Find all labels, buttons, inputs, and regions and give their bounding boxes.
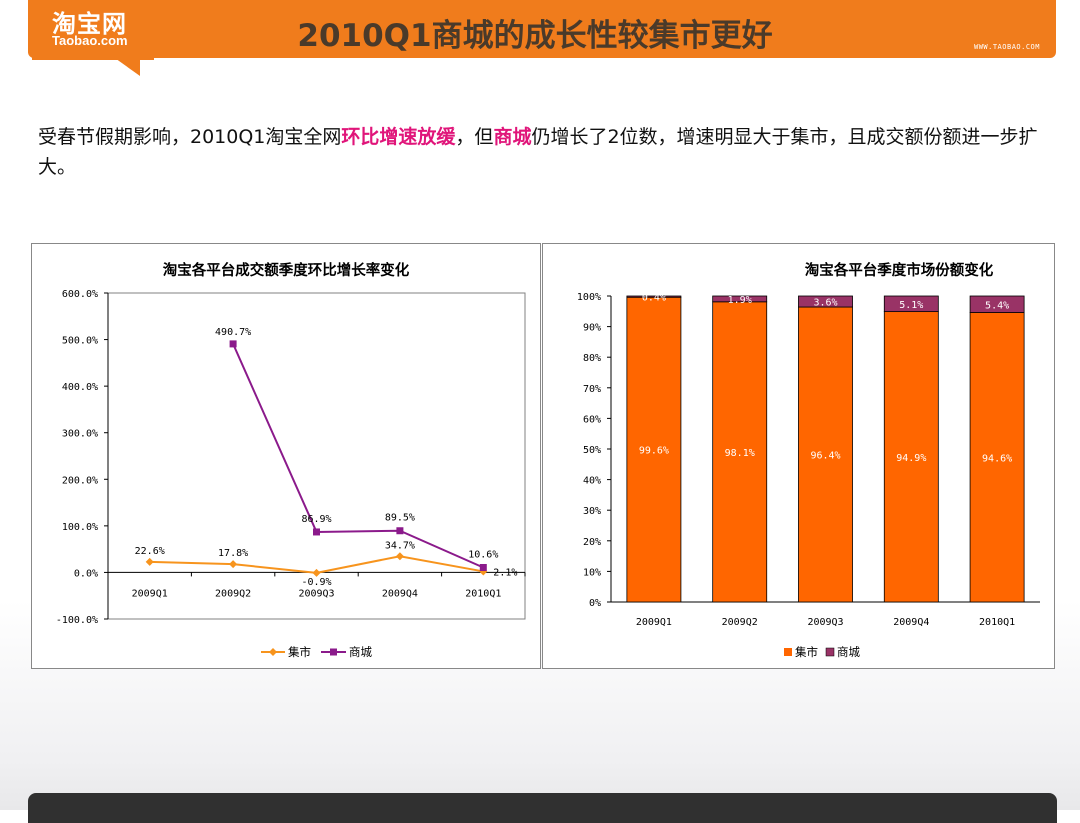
intro-paragraph: 受春节假期影响，2010Q1淘宝全网环比增速放缓，但商城仍增长了2位数，增速明显… xyxy=(38,122,1058,182)
share-x-tick-label: 2009Q3 xyxy=(807,617,843,628)
growth-x-tick-label: 2009Q3 xyxy=(298,588,334,599)
growth-point-jishi xyxy=(312,568,321,577)
intro-text-1: 受春节假期影响，2010Q1淘宝全网 xyxy=(38,126,342,148)
legend-label-shangcheng: 商城 xyxy=(837,645,860,659)
growth-point-shangcheng xyxy=(396,527,404,535)
share-bar-shangcheng xyxy=(883,295,939,313)
growth-data-label: 17.8% xyxy=(218,548,248,559)
share-x-tick-label: 2009Q4 xyxy=(893,617,929,628)
intro-highlight-mall: 商城 xyxy=(493,126,532,148)
growth-data-label: 86.9% xyxy=(301,514,331,525)
growth-data-label: 89.5% xyxy=(385,513,415,524)
share-data-label-shangcheng: 5.1% xyxy=(899,300,923,311)
share-data-label-shangcheng: 3.6% xyxy=(813,298,837,309)
legend-label-shangcheng: 商城 xyxy=(349,645,372,659)
share-x-tick-label: 2009Q2 xyxy=(722,617,758,628)
growth-y-tick-label: 100.0% xyxy=(62,522,98,533)
intro-highlight-slowdown: 环比增速放缓 xyxy=(341,126,456,148)
share-bar-jishi xyxy=(712,301,768,603)
share-bar-shangcheng xyxy=(969,295,1025,313)
logo-bubble-tail xyxy=(112,56,140,76)
legend-marker-shangcheng xyxy=(330,648,337,656)
growth-y-tick-label: 500.0% xyxy=(62,336,98,347)
share-bar-chart: 淘宝各平台季度市场份额变化 0% 10% 20% 30% 40% 50% 60% 70% 80% 9… xyxy=(577,261,1040,659)
slide-title: 2010Q1商城的成长性较集市更好 xyxy=(297,18,773,54)
growth-point-jishi xyxy=(395,552,404,561)
legend-swatch-shangcheng xyxy=(825,647,835,657)
share-x-tick-label: 2009Q1 xyxy=(636,617,672,628)
share-bar-jishi xyxy=(626,296,682,603)
growth-x-tick-label: 2009Q2 xyxy=(215,588,251,599)
growth-data-label: 22.6% xyxy=(135,546,165,557)
growth-series-line-shangcheng xyxy=(232,343,484,569)
logo-bubble xyxy=(32,0,154,60)
growth-x-tick-label: 2009Q4 xyxy=(382,588,418,599)
legend-marker-jishi xyxy=(269,648,277,656)
growth-x-tick-label: 2009Q1 xyxy=(132,588,168,599)
intro-text-3: 仍增长了2位数，增速明显大于集市，且成交额份额进一步扩大。 xyxy=(38,126,1038,178)
growth-plot-area xyxy=(107,292,526,620)
share-data-label-jishi: 94.6% xyxy=(982,453,1012,464)
share-bar-jishi xyxy=(969,312,1025,603)
share-bar-shangcheng xyxy=(626,295,682,298)
share-data-label-jishi: 96.4% xyxy=(810,451,840,462)
share-y-tick-label: 100% xyxy=(577,292,601,303)
share-data-label-jishi: 98.1% xyxy=(725,448,755,459)
share-chart-panel: 淘宝各平台季度市场份额变化 0% 10% 20% 30% 40% 50% 60% 70% 80% 9… xyxy=(542,243,1055,669)
share-data-label-jishi: 94.9% xyxy=(896,453,926,464)
growth-y-tick-label: 200.0% xyxy=(62,475,98,486)
site-url: WWW.TAOBAO.COM xyxy=(973,43,1040,51)
header-bar xyxy=(28,0,1056,58)
growth-point-shangcheng xyxy=(229,340,237,348)
growth-data-label: 490.7% xyxy=(215,327,251,338)
share-bar-shangcheng xyxy=(798,295,853,308)
footer-bar xyxy=(28,793,1057,823)
share-data-label-shangcheng: 1.9% xyxy=(728,295,752,306)
share-y-tick-label: 90% xyxy=(583,323,601,334)
share-y-tick-label: 20% xyxy=(583,537,601,548)
logo-text-en: Taobao.com xyxy=(52,33,128,48)
growth-x-tick-label: 2010Q1 xyxy=(465,588,501,599)
growth-data-label: -0.9% xyxy=(301,577,331,588)
share-bar-jishi xyxy=(883,311,939,603)
share-data-label-shangcheng: 5.4% xyxy=(985,300,1009,311)
share-data-label-jishi: 99.6% xyxy=(639,446,669,457)
growth-data-label: 10.6% xyxy=(468,549,498,560)
logo-text-cn: 淘宝网 xyxy=(52,10,127,38)
growth-line-chart: 淘宝各平台成交额季度环比增长率变化 -100.0% 0.0% 100.0% 200.0%… xyxy=(56,261,526,659)
share-x-tick-label: 2010Q1 xyxy=(979,617,1015,628)
growth-y-tick-label: 300.0% xyxy=(62,429,98,440)
share-y-tick-label: 50% xyxy=(583,445,601,456)
legend-swatch-jishi xyxy=(784,648,792,656)
growth-point-jishi xyxy=(145,557,154,566)
share-y-tick-label: 10% xyxy=(583,567,601,578)
growth-point-shangcheng xyxy=(479,563,487,571)
growth-data-label: 34.7% xyxy=(385,540,415,551)
growth-y-tick-label: 600.0% xyxy=(62,289,98,300)
legend-label-jishi: 集市 xyxy=(288,645,311,659)
share-y-tick-label: 70% xyxy=(583,384,601,395)
growth-chart-title: 淘宝各平台成交额季度环比增长率变化 xyxy=(163,261,410,279)
growth-y-tick-label: 400.0% xyxy=(62,382,98,393)
legend-label-jishi: 集市 xyxy=(795,645,818,659)
share-bar-jishi xyxy=(798,306,853,603)
growth-data-label: 2.1% xyxy=(493,567,517,578)
growth-point-shangcheng xyxy=(313,528,320,536)
growth-point-jishi xyxy=(229,560,238,569)
share-y-tick-label: 30% xyxy=(583,506,601,517)
growth-chart-panel: 淘宝各平台成交额季度环比增长率变化 -100.0% 0.0% 100.0% 200.0%… xyxy=(31,243,541,669)
share-bar-shangcheng xyxy=(712,295,768,303)
growth-y-tick-label: 0.0% xyxy=(74,568,98,579)
intro-text-2: ，但 xyxy=(455,126,494,148)
share-data-label-shangcheng: 0.4% xyxy=(642,293,666,304)
share-y-tick-label: 80% xyxy=(583,353,601,364)
growth-y-tick-label: -100.0% xyxy=(56,615,98,626)
share-chart-title: 淘宝各平台季度市场份额变化 xyxy=(805,261,994,279)
share-y-tick-label: 0% xyxy=(589,598,601,609)
share-y-tick-label: 60% xyxy=(583,414,601,425)
share-y-tick-label: 40% xyxy=(583,476,601,487)
